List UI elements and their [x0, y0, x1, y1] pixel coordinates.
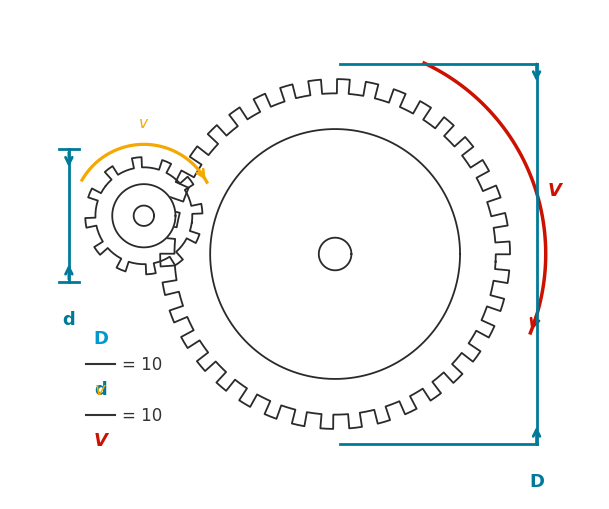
Text: v: v — [95, 381, 106, 399]
Polygon shape — [160, 80, 510, 429]
Text: = 10: = 10 — [122, 355, 162, 373]
Text: V: V — [94, 431, 107, 449]
Text: D: D — [93, 330, 108, 348]
Polygon shape — [133, 206, 154, 227]
Polygon shape — [319, 238, 351, 271]
Text: = 10: = 10 — [122, 406, 162, 424]
Polygon shape — [112, 185, 175, 248]
Text: d: d — [63, 310, 76, 328]
Polygon shape — [85, 158, 202, 275]
Polygon shape — [210, 130, 460, 379]
Text: v: v — [139, 116, 149, 131]
Text: V: V — [547, 181, 561, 199]
Text: D: D — [529, 472, 544, 490]
Text: d: d — [94, 380, 107, 398]
